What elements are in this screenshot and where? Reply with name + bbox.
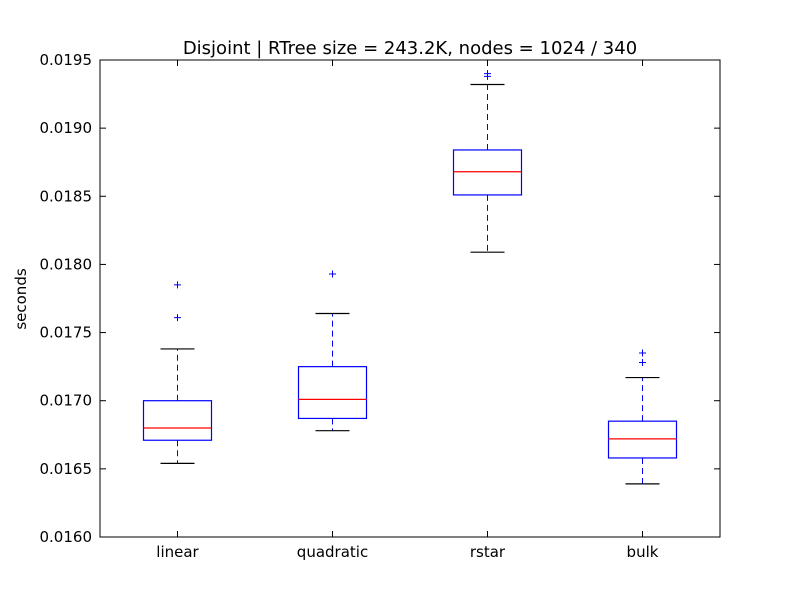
y-tick-label: 0.0185	[40, 187, 93, 205]
outlier-point	[174, 314, 181, 322]
box-marks	[142, 70, 678, 485]
outlier-point	[639, 349, 646, 357]
box-rstar	[452, 70, 523, 253]
y-tick-label: 0.0175	[40, 324, 93, 342]
box-linear	[142, 281, 213, 465]
y-tick-label: 0.0190	[40, 119, 93, 137]
axis-ticks: 0.0160 0.0165 0.0170 0.0175 0.0180 0.0185 0.01…	[40, 51, 720, 561]
y-tick-label: 0.0170	[40, 392, 93, 410]
chart-title: Disjoint | RTree size = 243.2K, nodes = …	[183, 38, 637, 59]
x-tick-label: bulk	[627, 543, 659, 561]
y-axis-label: seconds	[12, 268, 30, 329]
box-bulk	[607, 349, 678, 485]
outlier-point	[329, 270, 336, 278]
y-tick-label: 0.0195	[40, 51, 93, 69]
y-tick-label: 0.0165	[40, 460, 93, 478]
box-iqr	[452, 149, 523, 196]
box-iqr	[607, 420, 678, 459]
box-iqr	[142, 400, 213, 441]
x-tick-label: rstar	[470, 543, 506, 561]
x-tick-label: quadratic	[297, 543, 368, 561]
y-tick-label: 0.0180	[40, 255, 93, 273]
y-tick-label: 0.0160	[40, 528, 93, 546]
outlier-point	[484, 70, 491, 78]
outlier-point	[174, 281, 181, 289]
box-iqr	[297, 366, 368, 420]
x-tick-label: linear	[156, 543, 199, 561]
box-quadratic	[297, 270, 368, 432]
outlier-point	[639, 359, 646, 367]
plot-frame	[99, 59, 721, 538]
